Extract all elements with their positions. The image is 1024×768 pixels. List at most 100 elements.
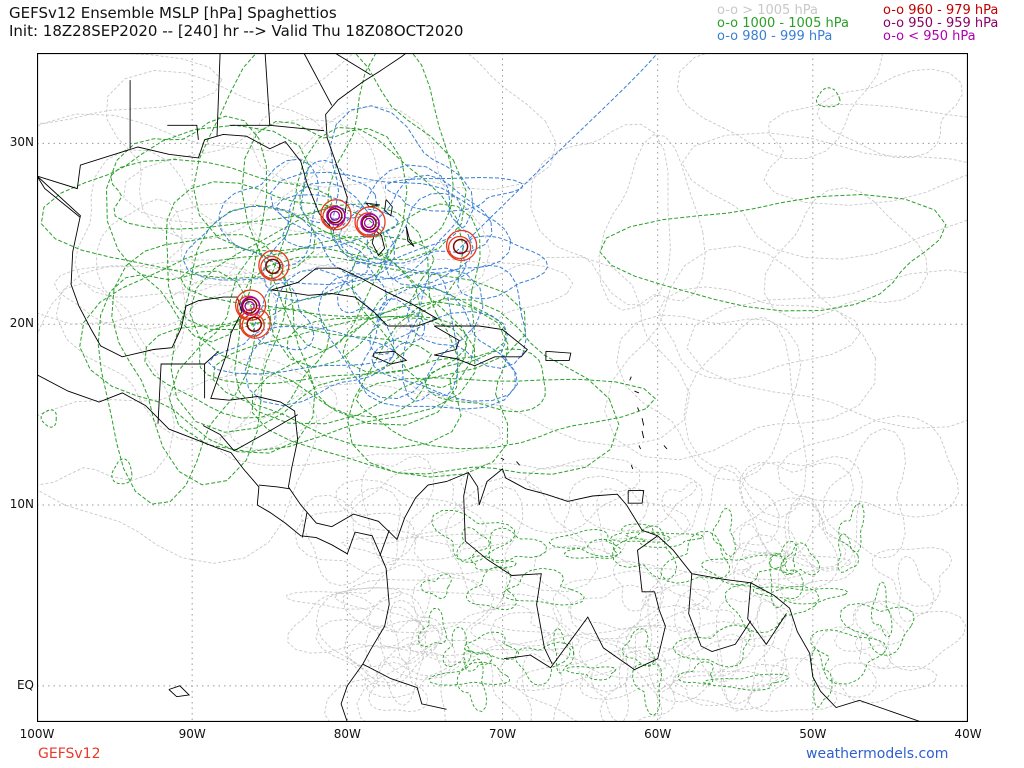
contour-mid — [514, 641, 571, 686]
contour-high — [682, 603, 736, 639]
contour-mid — [612, 525, 678, 580]
contour-mid — [170, 204, 423, 433]
contour-high — [37, 282, 175, 486]
coastline-segment — [638, 445, 642, 450]
contour-high — [740, 455, 863, 572]
contour-high — [490, 611, 628, 691]
contour-high — [872, 547, 953, 607]
coastline-segment — [37, 175, 922, 722]
contour-mid — [871, 581, 893, 637]
storm-ring-inner — [452, 238, 469, 255]
coastline-segment — [663, 445, 668, 450]
storm-ring-inner — [361, 215, 377, 231]
map-plot — [37, 53, 968, 722]
contour-high — [408, 621, 580, 656]
storm-ring-inner — [327, 207, 343, 224]
contour-low — [253, 282, 315, 351]
contour-high — [343, 591, 456, 678]
storm-centers — [234, 199, 478, 339]
contour-high — [74, 149, 237, 298]
chart-title: GEFSv12 Ensemble MSLP [hPa] Spaghettios — [9, 4, 337, 22]
coastline-segment — [641, 418, 645, 426]
storm-ring-inner — [246, 316, 262, 332]
contour-mid — [144, 307, 330, 419]
coastline-segment — [433, 325, 528, 367]
contour-high — [641, 584, 711, 610]
contour-high — [216, 382, 501, 466]
contour-mid — [111, 234, 288, 486]
contour-mid — [553, 627, 575, 674]
contour-high — [552, 570, 665, 693]
contour-mid — [815, 87, 841, 108]
coastline-segment — [157, 350, 219, 424]
contour-high — [830, 662, 938, 704]
contour-low — [406, 264, 527, 369]
contour-high — [335, 478, 466, 545]
contour-mid — [40, 409, 57, 428]
contour-mid — [632, 663, 663, 717]
contour-low — [456, 235, 549, 300]
contour-high — [822, 428, 906, 559]
coastline-segment — [37, 175, 81, 218]
storm-center — [320, 199, 352, 231]
storm-ring-purple-inner — [329, 210, 341, 221]
coastline-segment — [373, 350, 408, 365]
coastline-segment — [627, 490, 645, 504]
contour-mid — [621, 628, 655, 667]
contour-high — [546, 624, 692, 679]
contour-high — [368, 656, 429, 712]
contour-high — [530, 123, 671, 306]
contour-high — [732, 497, 847, 569]
coastline-segment — [630, 465, 634, 470]
lon-label: 90W — [178, 727, 206, 741]
coastlines — [37, 53, 922, 722]
contour-high — [413, 476, 599, 593]
contour-high — [686, 269, 968, 429]
contour-mid — [502, 567, 585, 606]
contour-mid — [326, 53, 454, 262]
coastline-segment — [463, 472, 553, 665]
contour-high — [334, 587, 506, 634]
site-credit[interactable]: weathermodels.com — [806, 746, 949, 762]
coastline-segment — [168, 685, 191, 698]
contour-mid — [347, 298, 620, 475]
contour-high — [672, 670, 764, 707]
storm-ring-inner — [265, 258, 281, 275]
contour-mid — [286, 315, 468, 418]
storm-ring-outer — [445, 229, 478, 262]
contour-low — [369, 298, 426, 356]
contour-low — [384, 192, 512, 287]
coastline-segment — [500, 457, 505, 461]
contour-mid — [241, 120, 408, 351]
coastline-segment — [258, 484, 290, 490]
contour-mid — [97, 270, 256, 505]
coastline-segment — [303, 53, 333, 106]
contour-high — [445, 486, 524, 612]
contour-high — [756, 600, 793, 680]
contour-high — [386, 256, 691, 447]
storm-ring-purple — [326, 205, 346, 226]
contour-high — [816, 68, 963, 159]
contour-low — [401, 273, 459, 402]
contour-high — [763, 187, 928, 319]
contour-high — [105, 70, 332, 240]
contour-mid — [234, 256, 527, 425]
contour-mid — [700, 554, 788, 586]
coastline-segment — [688, 573, 752, 652]
coastline-segment — [264, 53, 271, 126]
contour-low — [208, 325, 395, 375]
contour-high — [590, 653, 630, 722]
contour-mid — [179, 235, 435, 318]
contour-high — [661, 481, 703, 532]
coastline-segment — [545, 350, 572, 361]
coastline-segment — [634, 390, 640, 394]
lon-label: 100W — [19, 727, 55, 741]
contour-mid — [111, 458, 133, 485]
lon-label: 60W — [644, 727, 672, 741]
contour-high — [411, 572, 563, 663]
contour-mid — [417, 607, 447, 648]
contour-high — [596, 487, 649, 558]
contour-high — [37, 53, 223, 124]
contour-mid — [677, 661, 714, 685]
contour-mid — [198, 322, 433, 385]
